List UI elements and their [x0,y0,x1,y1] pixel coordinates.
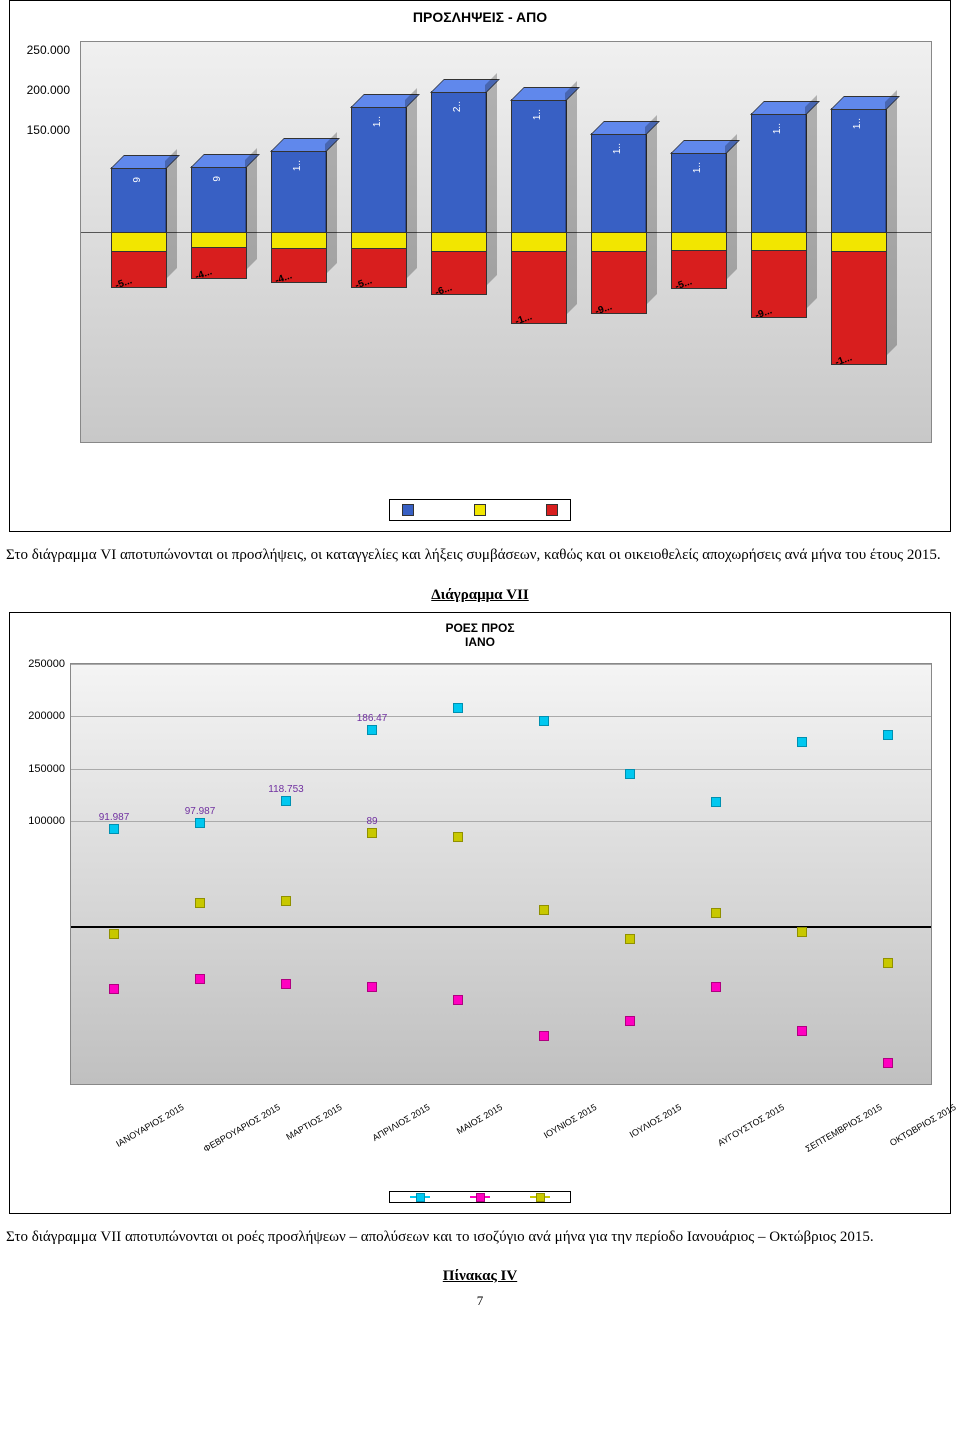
chart1-plot-area: 9-5...9-4...1..-4...1..-5...2..-6...1..-… [80,41,932,443]
chart-bar-3d: ΠΡΟΣΛΗΨΕΙΣ - ΑΠΟ 250.000 200.000 150.000… [9,0,951,532]
heading-pinakas-iv: Πίνακας IV [0,1268,960,1285]
chart-scatter: ΡΟΕΣ ΠΡΟΣ ΙΑΝO 250000200000150000100000Ι… [9,612,951,1214]
chart1-legend [389,499,571,521]
chart2-legend [389,1191,571,1203]
y-tick: 250.000 [10,43,70,57]
legend-item [402,504,414,516]
legend-item [470,1196,490,1198]
text-content: Στο διάγραμμα VII αποτυπώνονται οι ροές … [6,1229,874,1245]
legend-item [474,504,486,516]
page-number: 7 [0,1293,960,1309]
paragraph-2: Στο διάγραμμα VII αποτυπώνονται οι ροές … [0,1214,960,1261]
chart1-title: ΠΡΟΣΛΗΨΕΙΣ - ΑΠΟ [10,1,950,25]
chart2-plot-area: 250000200000150000100000ΙΑΝΟΥΑΡΙΟΣ 2015Φ… [70,663,932,1085]
heading-diagram-vii: Διάγραμμα VII [0,587,960,604]
legend-item [530,1196,550,1198]
paragraph-1: Στο διάγραμμα VI αποτυπώνονται οι προσλή… [0,532,960,579]
chart2-title: ΡΟΕΣ ΠΡΟΣ [10,613,950,635]
y-tick: 200.000 [10,83,70,97]
legend-item [546,504,558,516]
legend-item [410,1196,430,1198]
text-content: Στο διάγραμμα VI αποτυπώνονται οι προσλή… [6,547,941,563]
chart2-subtitle: ΙΑΝO [10,635,950,649]
y-tick: 150.000 [10,123,70,137]
